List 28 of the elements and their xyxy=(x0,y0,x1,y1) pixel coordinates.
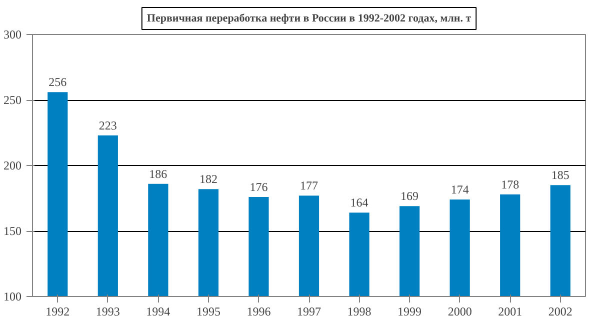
x-tick-label: 1996 xyxy=(246,304,271,318)
x-tick-label: 2002 xyxy=(548,304,572,318)
y-tick-label: 100 xyxy=(4,290,22,304)
x-tick-label: 2001 xyxy=(498,304,522,318)
y-tick-label: 250 xyxy=(4,93,22,107)
x-tick-label: 2000 xyxy=(448,304,472,318)
x-tick-label: 1995 xyxy=(196,304,220,318)
data-label: 176 xyxy=(250,180,268,194)
data-label: 178 xyxy=(501,177,520,192)
x-tick-label: 1993 xyxy=(96,304,120,318)
x-tick-label: 1992 xyxy=(46,304,70,318)
data-label: 174 xyxy=(450,182,469,197)
data-label: 164 xyxy=(350,196,368,210)
data-label: 169 xyxy=(400,189,419,204)
data-label: 223 xyxy=(98,118,117,132)
data-label: 185 xyxy=(551,168,570,182)
y-tick-label: 300 xyxy=(4,28,22,42)
data-label: 256 xyxy=(48,75,67,90)
x-tick-label: 1994 xyxy=(146,304,170,318)
y-tick-label: 150 xyxy=(4,224,22,238)
data-label: 182 xyxy=(199,172,218,186)
chart-title: Первичная переработка нефти в России в 1992-2002 годах, млн. т xyxy=(146,12,472,24)
x-tick-label: 1999 xyxy=(398,304,422,318)
data-label: 186 xyxy=(149,166,168,181)
x-tick-label: 1998 xyxy=(347,304,372,318)
x-tick-label: 1997 xyxy=(297,304,321,318)
y-tick-label: 200 xyxy=(4,158,22,172)
data-label: 177 xyxy=(300,178,318,193)
